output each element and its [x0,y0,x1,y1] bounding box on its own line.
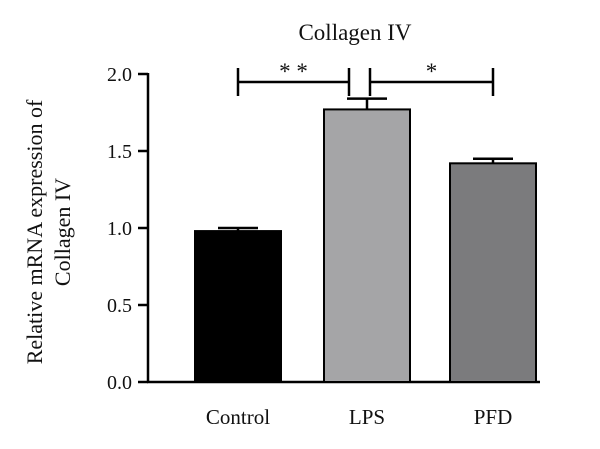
x-category-label: PFD [474,405,513,429]
bar-control [194,230,282,383]
bar-lps [323,108,411,383]
y-tick-label: 0.0 [107,372,132,394]
bars [194,108,537,383]
y-ticks: 0.0 0.5 1.0 1.5 2.0 [107,64,148,394]
significance-label: * [426,59,438,84]
x-category-labels: Control LPS PFD [206,405,512,429]
y-axis-label-line-2: Collagen IV [50,178,75,286]
y-tick-label: 0.5 [107,295,132,317]
x-category-label: LPS [349,405,385,429]
error-bars [218,97,513,232]
y-axis-label-line-1: Relative mRNA expression of [22,99,47,364]
y-axis-label: Relative mRNA expression of Collagen IV [22,99,75,364]
significance-label: * * [279,59,308,84]
chart-title: Collagen IV [298,20,411,45]
significance-brackets: * * * [236,59,495,96]
bar-pfd [449,162,537,383]
y-tick-label: 1.5 [107,141,132,163]
y-tick-label: 2.0 [107,64,132,86]
x-category-label: Control [206,405,270,429]
y-tick-label: 1.0 [107,218,132,240]
